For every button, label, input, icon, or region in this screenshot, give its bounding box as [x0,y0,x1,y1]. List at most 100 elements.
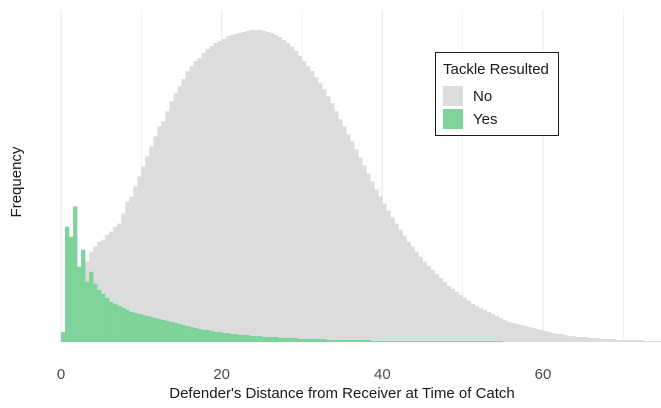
bar-no [161,121,166,342]
bar-yes [141,314,146,342]
bar-no [281,40,287,342]
bar-yes [482,340,488,342]
bar-no [217,41,222,342]
bar-no [442,281,447,342]
bar-no [575,336,580,342]
bar-no [181,79,186,342]
bar-no [350,141,355,342]
bar-no [651,340,656,342]
bar-no [631,339,636,342]
bar-yes [269,336,275,342]
bar-no [559,333,564,342]
bar-yes [306,338,311,342]
bar-no [591,337,596,342]
bar-yes [310,338,315,342]
x-tick-label: 0 [57,366,65,383]
bar-yes [149,316,154,342]
bar-no [109,231,114,342]
legend-key-yes [443,109,463,129]
bar-no [149,146,154,342]
bar-no [615,339,620,342]
bar-no [538,329,544,342]
bar-no [619,339,624,342]
bar-no [342,126,347,342]
bar-no [318,83,323,343]
bar-no [522,325,528,342]
bar-no [293,51,299,342]
bar-no [498,317,504,342]
bar-no [354,149,359,342]
bar-yes [237,334,243,342]
bar-yes [65,226,70,342]
bar-no [358,157,363,342]
bar-no [141,166,146,342]
bar-no [426,265,431,342]
bar-no [221,39,226,343]
bar-no [635,339,640,342]
bar-yes [185,325,190,342]
bar-yes [153,317,158,342]
bar-no [121,213,126,342]
bar-yes [117,305,122,342]
bar-no [599,338,604,342]
bar-yes [406,340,411,342]
bar-no [603,338,608,342]
bar-no [269,33,275,343]
bar-yes [394,340,399,342]
bar-no [402,235,407,342]
bar-no [205,49,210,342]
bar-yes [193,327,198,342]
bar-yes [478,340,484,342]
bar-no [434,273,439,342]
bar-yes [285,337,291,342]
bar-no [530,327,536,342]
bar-no [474,305,480,342]
bar-yes [398,340,403,342]
bar-yes [342,339,347,342]
bar-yes [450,340,455,342]
bar-yes [169,321,174,342]
bar-no [655,340,660,342]
bar-no [450,288,455,342]
bar-no [382,203,387,342]
series-no-bars [61,30,661,343]
bar-yes [137,313,142,342]
bar-yes [422,340,427,342]
bar-yes [81,249,86,342]
bar-yes [273,336,279,342]
bar-yes [346,339,351,342]
bar-yes [241,334,247,342]
bar-yes [390,340,395,342]
bar-no [306,66,311,342]
bar-no [414,251,419,342]
legend-title: Tackle Resulted [443,61,549,78]
bar-yes [358,339,363,342]
bar-no [659,340,661,342]
bar-no [430,269,435,342]
bar-no [418,256,423,342]
bar-no [490,313,496,342]
bar-yes [470,340,476,342]
bar-yes [354,339,359,342]
bar-yes [225,332,230,342]
bar-no [611,338,616,342]
bar-no [265,32,271,342]
bar-no [257,30,263,342]
bar-yes [362,339,367,342]
legend-key-no [443,86,463,106]
bar-no [406,241,411,342]
bar-yes [201,329,206,342]
bar-no [185,71,190,342]
bar-yes [173,322,178,342]
bar-no [466,300,471,342]
bar-yes [366,339,371,342]
bar-yes [133,312,138,342]
bar-yes [181,324,186,342]
bar-no [551,332,556,342]
bar-yes [418,340,423,342]
bar-no [595,337,600,342]
bar-yes [338,339,343,342]
bar-no [438,277,443,342]
bar-no [587,337,592,342]
